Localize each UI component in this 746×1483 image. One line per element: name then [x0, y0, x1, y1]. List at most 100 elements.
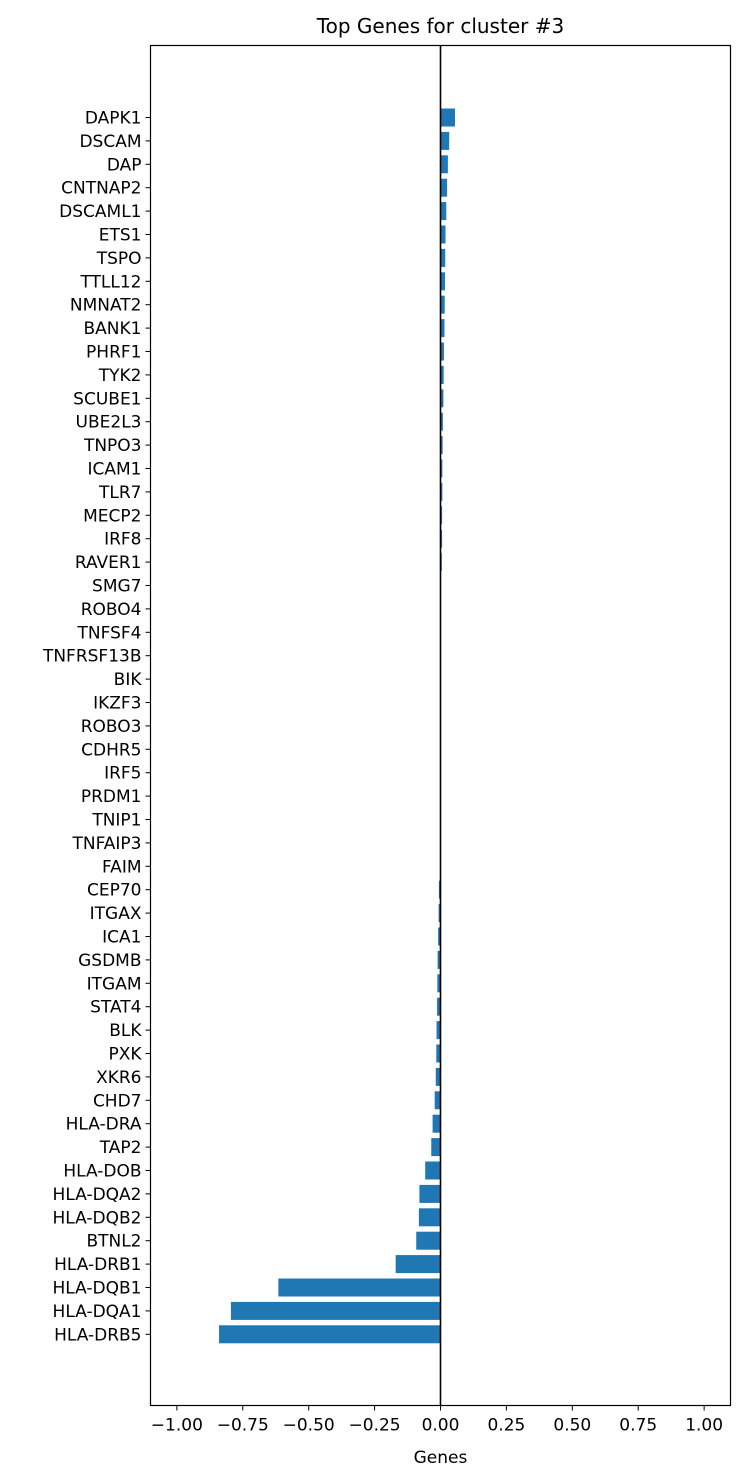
x-tick-label: 1.00	[685, 1416, 723, 1436]
y-tick-label: IRF8	[104, 530, 141, 550]
y-tick-label: DAPK1	[85, 109, 142, 129]
y-tick-label: DSCAM	[79, 132, 141, 152]
y-tick-label: BTNL2	[86, 1232, 141, 1252]
bar	[278, 1278, 441, 1297]
y-tick-label: ETS1	[99, 226, 142, 246]
x-tick-label: −0.75	[217, 1416, 269, 1436]
y-tick-label: TNFSF4	[77, 623, 142, 643]
y-tick-label: IKZF3	[93, 694, 141, 714]
bar	[438, 904, 441, 923]
y-tick-label: TSPO	[96, 249, 142, 269]
bar	[425, 1161, 441, 1180]
y-tick-label: TNFRSF13B	[42, 647, 142, 667]
bar	[440, 295, 445, 314]
bars-group	[219, 108, 455, 1344]
y-tick-label: SMG7	[92, 577, 141, 597]
y-tick-label: IRF5	[104, 764, 141, 784]
y-tick-label: ITGAM	[87, 974, 142, 994]
y-tick-label: TNPO3	[83, 436, 142, 456]
x-axis-label: Genes	[414, 1448, 468, 1468]
y-tick-label: SCUBE1	[73, 389, 141, 409]
y-tick-label: TLR7	[98, 483, 141, 503]
bar	[440, 108, 455, 127]
bar	[437, 997, 441, 1016]
bar	[440, 436, 443, 455]
bar	[440, 389, 444, 408]
bar	[440, 248, 446, 267]
y-tick-label: CHD7	[93, 1091, 142, 1111]
bar	[440, 155, 448, 174]
y-tick-label: BANK1	[84, 319, 142, 339]
y-tick-label: HLA-DOB	[63, 1162, 141, 1182]
x-tick-label: 0.25	[487, 1416, 525, 1436]
y-tick-label: PRDM1	[81, 787, 142, 807]
y-tick-label: HLA-DQB1	[53, 1279, 142, 1299]
y-tick-label: DSCAML1	[59, 202, 141, 222]
y-tick-label: CNTNAP2	[61, 179, 141, 199]
bar	[431, 1138, 441, 1157]
chart-title: Top Genes for cluster #3	[316, 14, 564, 38]
x-tick-label: 0.75	[619, 1416, 657, 1436]
bar	[440, 272, 445, 291]
y-tick-label: HLA-DQB2	[53, 1208, 142, 1228]
bar	[395, 1255, 441, 1274]
y-tick-label: PXK	[108, 1045, 142, 1065]
y-tick-label: NMNAT2	[70, 296, 142, 316]
bar	[418, 1208, 441, 1227]
y-tick-label: TAP2	[99, 1138, 142, 1158]
y-tick-label: ICA1	[102, 928, 141, 948]
x-tick-label: −0.25	[349, 1416, 401, 1436]
bar	[436, 1044, 441, 1063]
bar	[419, 1184, 441, 1203]
y-tick-label: HLA-DQA2	[53, 1185, 142, 1205]
bar	[440, 225, 446, 244]
x-tick-label: 0.50	[553, 1416, 591, 1436]
bar	[440, 202, 447, 221]
y-tick-label: ITGAX	[90, 904, 142, 924]
y-tick-label: TYK2	[98, 366, 142, 386]
y-tick-label: CEP70	[87, 881, 142, 901]
y-tick-label: XKR6	[96, 1068, 141, 1088]
y-tick-label: ICAM1	[88, 460, 142, 480]
y-tick-label: GSDMB	[78, 951, 141, 971]
y-tick-label: TNFAIP3	[71, 834, 141, 854]
bar	[437, 950, 441, 969]
bar	[436, 1021, 441, 1040]
y-tick-label: DAP	[107, 155, 142, 175]
y-axis: DAPK1 DSCAM DAP CNTNAP2 DSCAML1 ETS1 TSPO TTLL1…	[42, 109, 151, 1345]
bar	[435, 1067, 441, 1086]
x-tick-label: −1.00	[151, 1416, 203, 1436]
bar	[416, 1231, 441, 1250]
y-tick-label: PHRF1	[86, 343, 141, 363]
y-tick-label: HLA-DRB1	[54, 1255, 141, 1275]
y-tick-label: FAIM	[102, 857, 142, 877]
bar	[230, 1301, 441, 1320]
y-tick-label: HLA-DRA	[66, 1115, 142, 1135]
bar	[440, 178, 448, 197]
y-tick-label: HLA-DQA1	[53, 1302, 142, 1322]
x-axis: −1.00 −0.75 −0.50 −0.25 0.00 0.25 0.50 0.75 1.00	[151, 1405, 723, 1436]
bar	[440, 342, 444, 361]
bar	[219, 1325, 441, 1344]
y-tick-label: UBE2L3	[76, 413, 142, 433]
bar	[437, 974, 441, 993]
bar	[440, 319, 445, 338]
x-tick-label: −0.50	[283, 1416, 335, 1436]
y-tick-label: HLA-DRB5	[54, 1325, 141, 1345]
bar	[440, 131, 450, 150]
bar	[440, 459, 443, 478]
y-tick-label: BIK	[114, 670, 143, 690]
y-tick-label: RAVER1	[75, 553, 142, 573]
y-tick-label: TNIP1	[91, 811, 141, 831]
y-tick-label: STAT4	[90, 998, 141, 1018]
bar	[440, 482, 443, 501]
bar	[438, 927, 441, 946]
y-tick-label: MECP2	[83, 506, 141, 526]
bar	[432, 1114, 441, 1133]
x-tick-label: 0.00	[422, 1416, 460, 1436]
bar	[434, 1091, 441, 1110]
y-tick-label: ROBO3	[81, 717, 142, 737]
y-tick-label: CDHR5	[81, 740, 141, 760]
bar	[440, 365, 444, 384]
